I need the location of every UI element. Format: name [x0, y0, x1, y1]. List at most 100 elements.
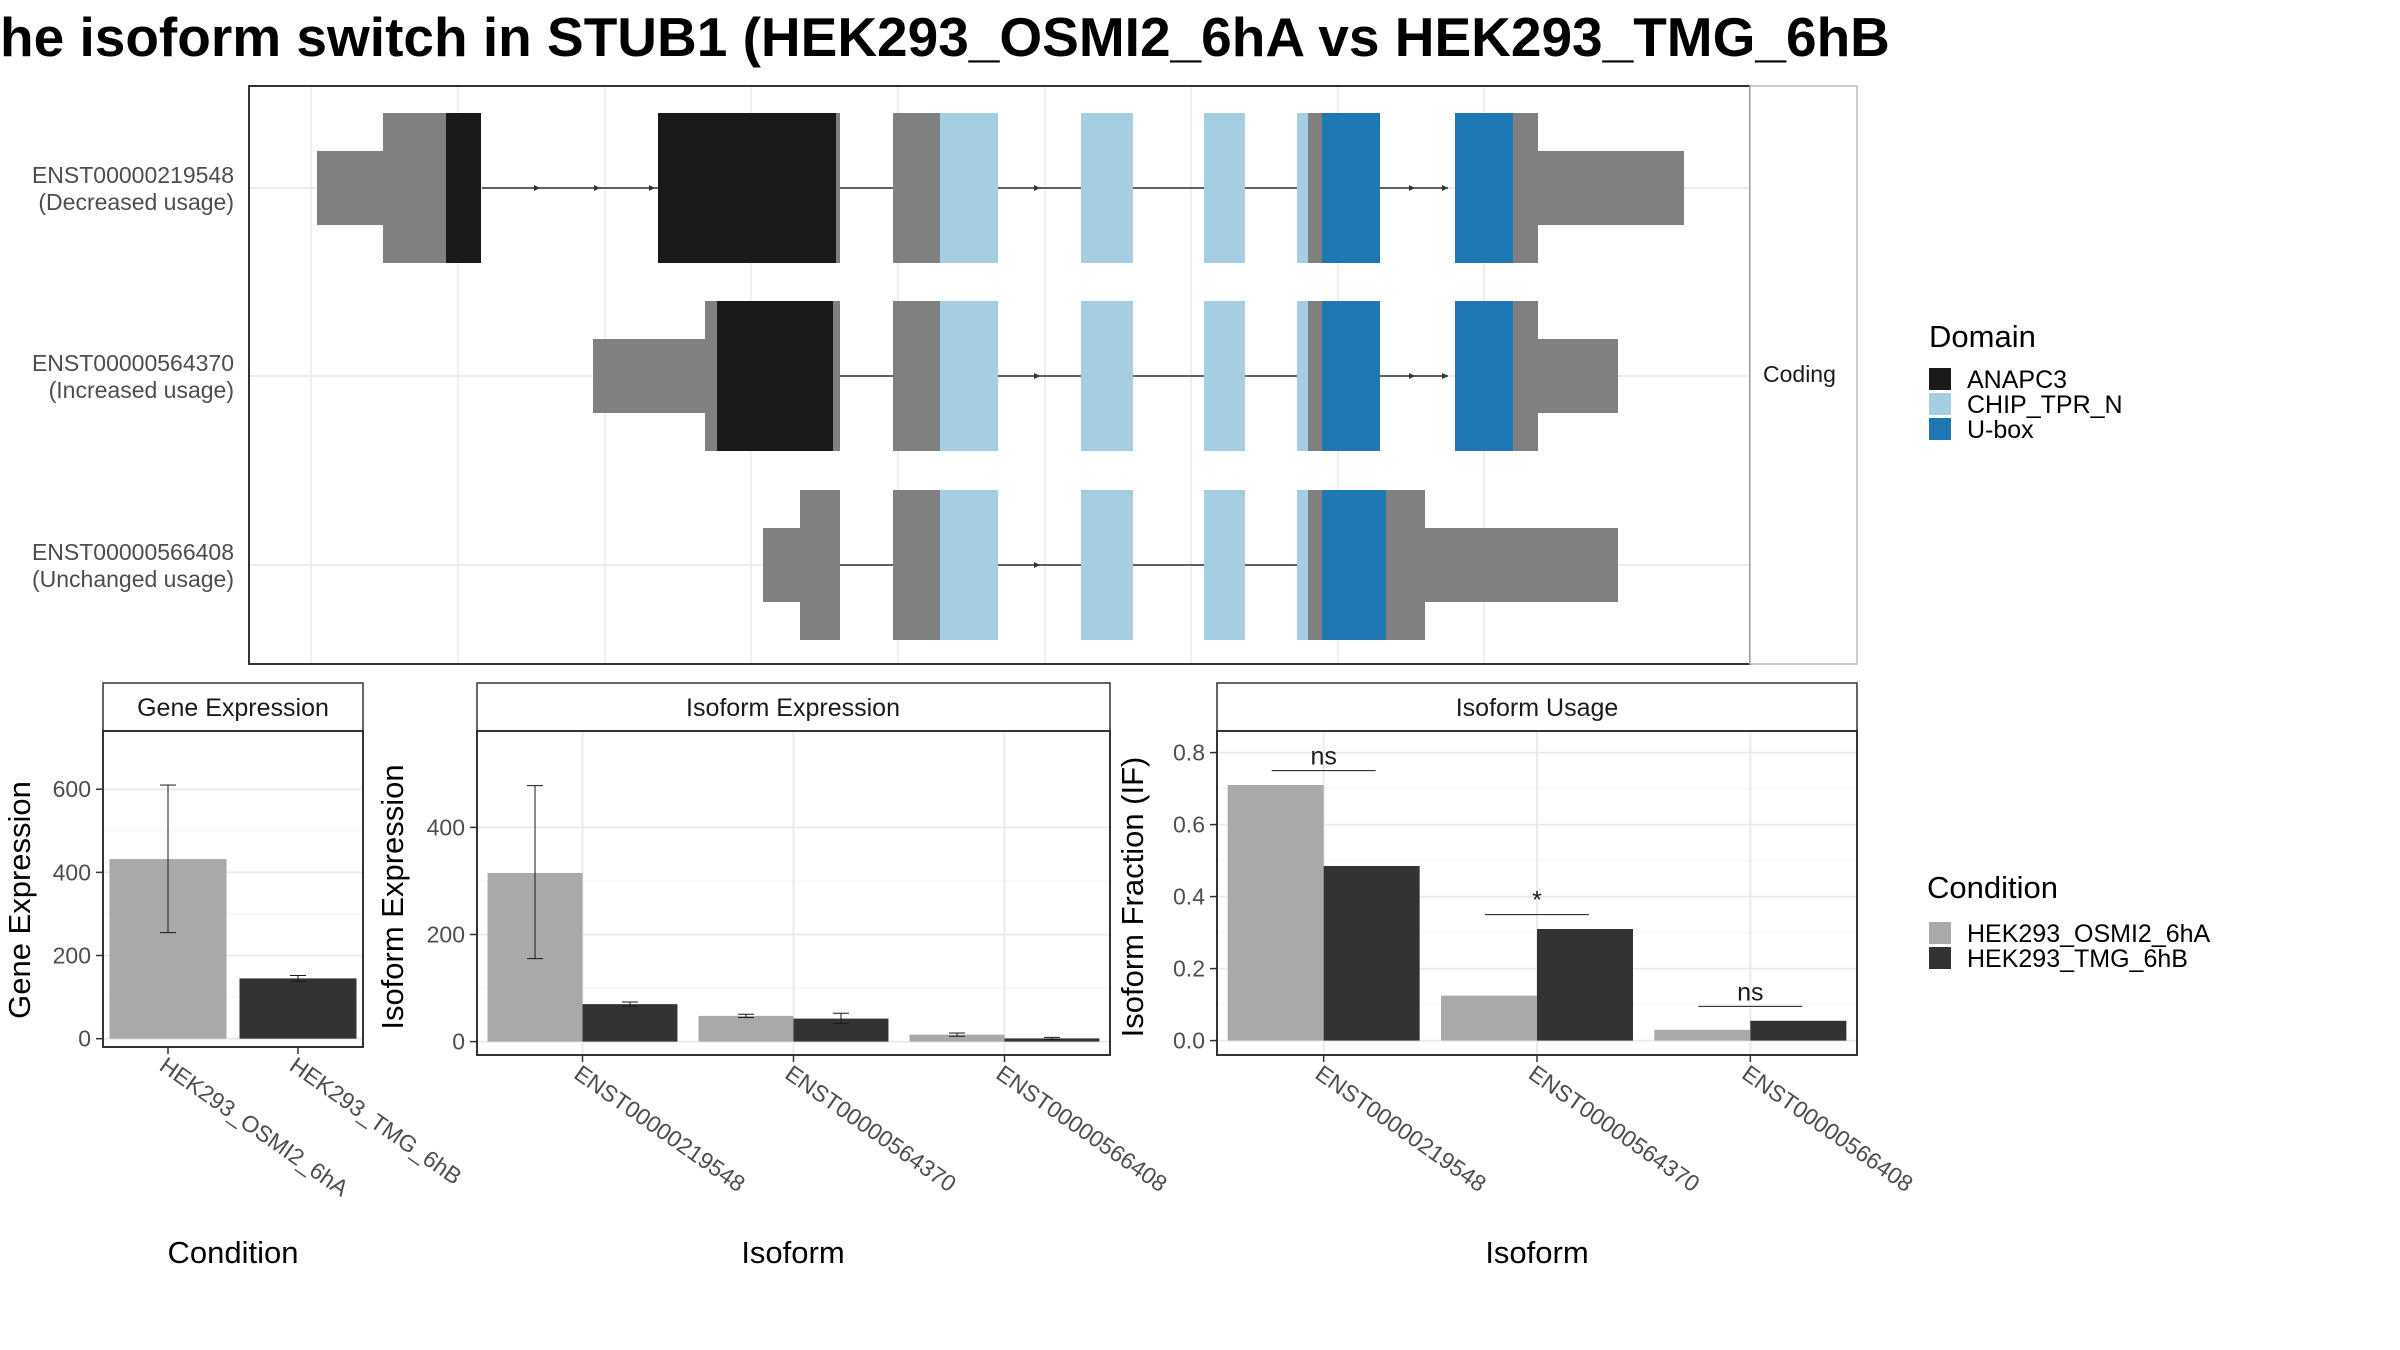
exon-segment-enst00000566408-utr-1 [800, 490, 840, 640]
strand-arrow-enst00000564370-2 [1442, 373, 1448, 379]
structure-transcripts [317, 113, 1684, 640]
exon-segment-enst00000566408-chip-tpr-n-5 [1204, 490, 1245, 640]
isoform-usage-plot-border [1216, 730, 1858, 1056]
isoform-expression-ytick-label: 400 [427, 814, 465, 840]
domain-legend-key-u-box [1929, 418, 1951, 440]
exon-segment-enst00000564370-utr-0 [593, 339, 705, 413]
exon-segment-enst00000566408-chip-tpr-n-6 [1297, 490, 1308, 640]
isoform-expression-bar-enst00000219548-hek293-tmg-6hb [582, 1004, 678, 1042]
isoform-expression-xlabel: Isoform [741, 1235, 844, 1270]
isoform-usage-strip [1216, 682, 1858, 732]
exon-segment-enst00000219548-u-box-12 [1455, 113, 1513, 263]
strand-arrow-enst00000219548-0 [534, 185, 540, 191]
isoform-usage-strip-label: Isoform Usage [1456, 694, 1619, 722]
isoform-expression-ylabel: Isoform Expression [375, 764, 410, 1029]
exon-segment-enst00000219548-utr-14 [1538, 151, 1684, 225]
exon-segment-enst00000219548-utr-0 [317, 151, 383, 225]
gene-expression-ytick-label: 0 [78, 1026, 91, 1052]
exon-segment-enst00000564370-u-box-10 [1322, 301, 1380, 451]
exon-segment-enst00000566408-utr-0 [763, 528, 800, 602]
isoform-usage-plot: 0.0 0.2 0.4 0.6 0.8 ns ENST00000219548 * ENST000… [1173, 730, 1918, 1197]
domain-legend-key-chip-tpr-n [1929, 393, 1951, 415]
gene-expression-xlabel: Condition [168, 1235, 299, 1270]
exon-segment-enst00000564370-utr-3 [833, 301, 840, 451]
exon-segment-enst00000219548-anapc3-3 [658, 113, 836, 263]
isoform-expression-panel: Isoform Expression 0 200 400 ENST0000021954… [375, 682, 1172, 1270]
exon-segment-enst00000566408-utr-9 [1386, 490, 1425, 640]
isoform-usage-ytick-label: 0.0 [1173, 1028, 1205, 1054]
exon-segment-enst00000566408-u-box-8 [1322, 490, 1386, 640]
strand-arrow-enst00000566408-0 [1034, 562, 1040, 568]
strand-arrow-enst00000219548-5 [1442, 185, 1448, 191]
strand-arrow-enst00000564370-0 [1034, 373, 1040, 379]
isoform-expression-xtick-label: ENST00000564370 [781, 1060, 961, 1197]
exon-segment-enst00000219548-chip-tpr-n-6 [940, 113, 998, 263]
isoform-expression-strip [476, 682, 1111, 732]
gene-expression-ytick-label: 200 [53, 943, 91, 969]
transcript-id-label: ENST00000219548 [32, 162, 234, 188]
exon-segment-enst00000219548-u-box-11 [1322, 113, 1380, 263]
isoform-usage-panel: Isoform Usage 0.0 0.2 0.4 0.6 0.8 ns ENST00000… [1115, 682, 1918, 1270]
isoform-usage-xtick-label: ENST00000566408 [1737, 1060, 1917, 1197]
isoform-expression-bar-enst00000566408-hek293-tmg-6hb [1004, 1038, 1100, 1042]
exon-segment-enst00000564370-anapc3-2 [717, 301, 833, 451]
exon-segment-enst00000566408-utr-10 [1425, 528, 1618, 602]
isoform-usage-significance-label: ns [1310, 743, 1336, 771]
exon-segment-enst00000566408-utr-7 [1308, 490, 1322, 640]
exon-segment-enst00000219548-utr-10 [1308, 113, 1322, 263]
structure-panel: Coding ENST00000219548(Decreased usage)E… [32, 85, 1858, 665]
transcript-usage-label: (Unchanged usage) [32, 566, 234, 592]
exon-segment-enst00000219548-chip-tpr-n-8 [1204, 113, 1245, 263]
isoform-usage-xlabel: Isoform [1485, 1235, 1588, 1270]
exon-segment-enst00000566408-utr-2 [893, 490, 940, 640]
isoform-usage-bar-enst00000564370-hek293-osmi2-6ha [1441, 995, 1537, 1041]
domain-legend-label-chip-tpr-n: CHIP_TPR_N [1967, 391, 2123, 419]
isoform-expression-bar-enst00000566408-hek293-osmi2-6ha [909, 1034, 1005, 1042]
exon-segment-enst00000564370-utr-1 [705, 301, 717, 451]
strand-arrow-enst00000219548-2 [649, 185, 655, 191]
figure-title: he isoform switch in STUB1 (HEK293_OSMI2… [0, 6, 1890, 68]
condition-legend-key-osmi2 [1929, 922, 1951, 944]
gene-expression-plot-border [102, 730, 364, 1048]
isoform-expression-plot: 0 200 400 ENST00000219548 ENST00000564370 ENS… [427, 730, 1172, 1197]
isoform-expression-bar-enst00000564370-hek293-osmi2-6ha [698, 1015, 794, 1042]
isoform-usage-bar-enst00000219548-hek293-tmg-6hb [1323, 866, 1420, 1041]
exon-segment-enst00000219548-utr-4 [836, 113, 840, 263]
exon-segment-enst00000564370-u-box-11 [1455, 301, 1513, 451]
isoform-expression-strip-label: Isoform Expression [686, 694, 900, 722]
coding-strip-label: Coding [1763, 361, 1836, 387]
isoform-expression-ytick-label: 0 [452, 1029, 465, 1055]
domain-legend-key-anapc3 [1929, 368, 1951, 390]
domain-legend-title: Domain [1929, 319, 2036, 354]
exon-segment-enst00000564370-chip-tpr-n-6 [1081, 301, 1133, 451]
isoform-expression-ytick-label: 200 [427, 922, 465, 948]
isoform-usage-xtick-label: ENST00000219548 [1311, 1060, 1491, 1197]
transcript-usage-label: (Increased usage) [49, 377, 234, 403]
strand-arrow-enst00000219548-4 [1409, 185, 1415, 191]
exon-segment-enst00000564370-chip-tpr-n-7 [1204, 301, 1245, 451]
exon-segment-enst00000219548-chip-tpr-n-9 [1297, 113, 1308, 263]
coding-strip [1749, 85, 1858, 665]
strand-arrow-enst00000219548-3 [1034, 185, 1040, 191]
isoform-usage-xtick-label: ENST00000564370 [1524, 1060, 1704, 1197]
exon-segment-enst00000564370-utr-9 [1308, 301, 1322, 451]
exon-segment-enst00000564370-chip-tpr-n-8 [1297, 301, 1308, 451]
exon-segment-enst00000566408-chip-tpr-n-3 [940, 490, 998, 640]
isoform-expression-xtick-label: ENST00000566408 [992, 1060, 1172, 1197]
transcript-id-label: ENST00000564370 [32, 350, 234, 376]
exon-segment-enst00000564370-utr-13 [1538, 339, 1618, 413]
isoform-expression-bar-enst00000564370-hek293-tmg-6hb [793, 1018, 889, 1042]
gene-expression-ytick-label: 400 [53, 859, 91, 885]
exon-segment-enst00000219548-utr-1 [383, 113, 446, 263]
isoform-usage-ytick-label: 0.6 [1173, 812, 1205, 838]
transcript-labels: ENST00000219548(Decreased usage) ENST0000… [32, 162, 234, 592]
isoform-usage-bar-enst00000219548-hek293-osmi2-6ha [1227, 785, 1324, 1041]
exon-segment-enst00000566408-chip-tpr-n-4 [1081, 490, 1133, 640]
isoform-usage-significance-label: ns [1737, 978, 1763, 1006]
condition-legend-label-osmi2: HEK293_OSMI2_6hA [1967, 920, 2211, 948]
condition-legend-title: Condition [1927, 870, 2058, 905]
exon-segment-enst00000219548-anapc3-2 [446, 113, 481, 263]
isoform-usage-bar-enst00000566408-hek293-tmg-6hb [1750, 1020, 1847, 1041]
transcript-usage-label: (Decreased usage) [38, 189, 234, 215]
exon-segment-enst00000564370-chip-tpr-n-5 [940, 301, 998, 451]
